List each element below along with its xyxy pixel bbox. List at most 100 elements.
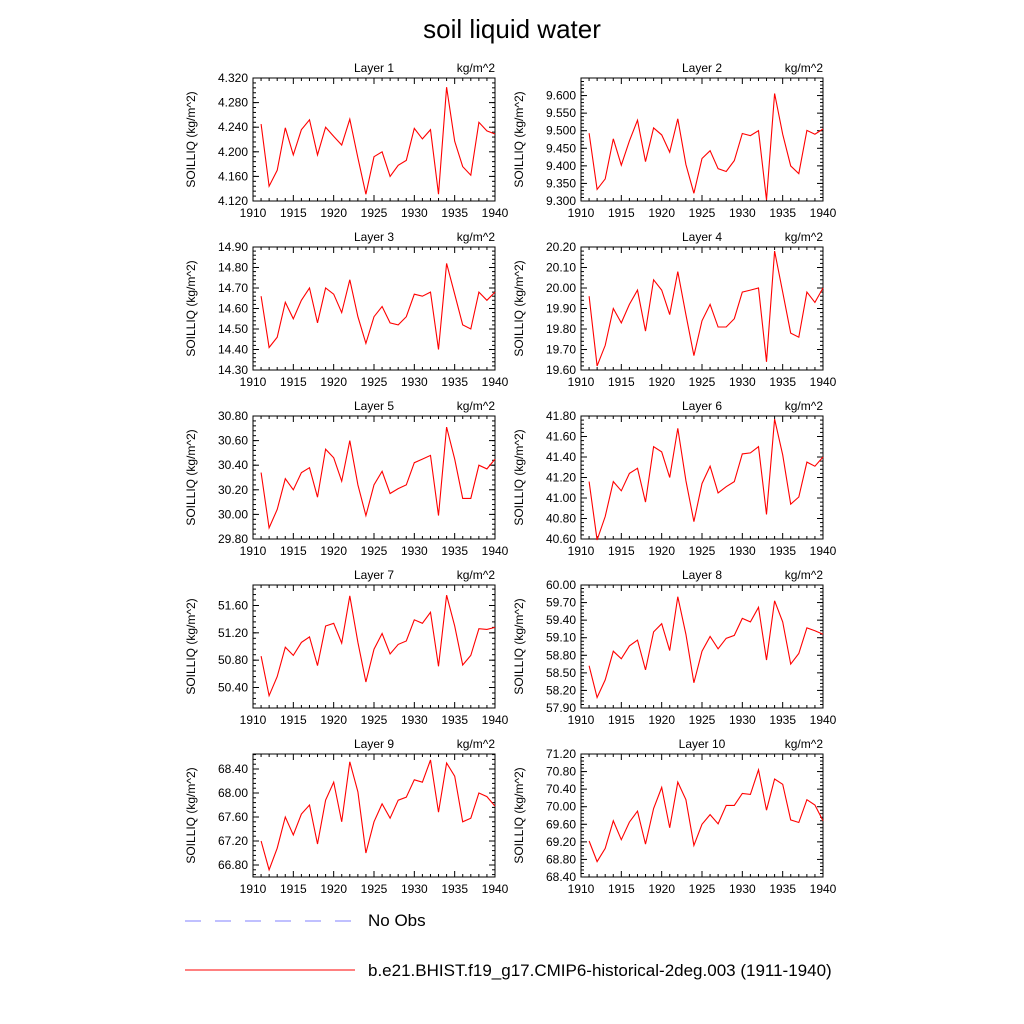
y-tick-label: 14.70 xyxy=(218,281,248,295)
x-tick-label: 1930 xyxy=(729,544,756,558)
x-tick-label: 1940 xyxy=(810,206,837,220)
panel-layer-2: 1910 1915 1920 1925 1930 1935 1940 9.300 9.350 9.… xyxy=(512,61,837,220)
y-tick-label: 69.60 xyxy=(546,817,576,831)
x-tick-label: 1940 xyxy=(482,882,509,896)
panel-title: Layer 1 xyxy=(354,61,394,75)
y-tick-label: 30.80 xyxy=(218,409,248,423)
y-tick-label: 9.450 xyxy=(546,141,576,155)
y-tick-label: 14.50 xyxy=(218,322,248,336)
y-tick-label: 20.10 xyxy=(546,261,576,275)
y-tick-label: 14.90 xyxy=(218,240,248,254)
series-line xyxy=(588,596,824,700)
x-tick-label: 1915 xyxy=(608,544,635,558)
x-tick-label: 1915 xyxy=(280,713,307,727)
y-axis-label: SOILLIQ (kg/m^2) xyxy=(512,598,526,694)
y-tick-label: 41.40 xyxy=(546,450,576,464)
y-tick-label: 19.80 xyxy=(546,322,576,336)
y-tick-label: 30.20 xyxy=(218,483,248,497)
y-tick-label: 69.20 xyxy=(546,835,576,849)
panel-units: kg/m^2 xyxy=(457,61,496,75)
panel-title: Layer 3 xyxy=(354,230,394,244)
series-line xyxy=(260,426,496,530)
x-tick-label: 1920 xyxy=(320,375,347,389)
plot-frame xyxy=(580,77,824,202)
panel-title: Layer 6 xyxy=(682,399,722,413)
panel-units: kg/m^2 xyxy=(457,399,496,413)
x-tick-label: 1940 xyxy=(482,206,509,220)
y-tick-label: 9.550 xyxy=(546,106,576,120)
x-tick-label: 1925 xyxy=(361,375,388,389)
x-tick-label: 1920 xyxy=(648,206,675,220)
x-tick-label: 1930 xyxy=(729,206,756,220)
x-tick-label: 1910 xyxy=(568,544,595,558)
y-tick-label: 4.320 xyxy=(218,71,248,85)
y-axis-label: SOILLIQ (kg/m^2) xyxy=(512,91,526,187)
x-tick-label: 1915 xyxy=(608,375,635,389)
x-tick-label: 1930 xyxy=(401,375,428,389)
x-tick-label: 1925 xyxy=(689,544,716,558)
panel-units: kg/m^2 xyxy=(785,399,824,413)
x-tick-label: 1940 xyxy=(482,544,509,558)
y-tick-label: 29.80 xyxy=(218,532,248,546)
y-tick-label: 50.40 xyxy=(218,681,248,695)
panel-units: kg/m^2 xyxy=(785,230,824,244)
x-tick-label: 1910 xyxy=(568,713,595,727)
x-tick-label: 1920 xyxy=(320,713,347,727)
x-tick-label: 1915 xyxy=(608,713,635,727)
x-tick-label: 1910 xyxy=(568,206,595,220)
y-tick-label: 71.20 xyxy=(546,747,576,761)
series-line xyxy=(260,595,496,698)
legend-label-model: b.e21.BHIST.f19_g17.CMIP6-historical-2de… xyxy=(368,961,832,980)
y-axis-label: SOILLIQ (kg/m^2) xyxy=(184,260,198,356)
y-tick-label: 41.80 xyxy=(546,409,576,423)
y-tick-label: 67.20 xyxy=(218,834,248,848)
x-tick-label: 1940 xyxy=(810,544,837,558)
y-tick-label: 4.160 xyxy=(218,169,248,183)
y-tick-label: 40.80 xyxy=(546,512,576,526)
x-tick-label: 1935 xyxy=(769,544,796,558)
panel-layer-3: 1910 1915 1920 1925 1930 1935 1940 14.30 14.40 14… xyxy=(184,230,509,389)
panel-units: kg/m^2 xyxy=(457,737,496,751)
panel-layer-9: 1910 1915 1920 1925 1930 1935 1940 66.80 67.20 67… xyxy=(184,737,509,896)
y-tick-label: 70.80 xyxy=(546,765,576,779)
y-tick-label: 40.60 xyxy=(546,532,576,546)
y-tick-label: 59.10 xyxy=(546,631,576,645)
y-tick-label: 58.80 xyxy=(546,648,576,662)
x-tick-label: 1940 xyxy=(810,713,837,727)
x-tick-label: 1925 xyxy=(689,375,716,389)
x-tick-label: 1935 xyxy=(441,206,468,220)
x-tick-label: 1930 xyxy=(729,882,756,896)
y-tick-label: 9.600 xyxy=(546,89,576,103)
x-tick-label: 1920 xyxy=(320,206,347,220)
panel-title: Layer 9 xyxy=(354,737,394,751)
x-tick-label: 1910 xyxy=(568,375,595,389)
y-tick-label: 51.60 xyxy=(218,599,248,613)
y-axis-label: SOILLIQ (kg/m^2) xyxy=(184,429,198,525)
x-tick-label: 1935 xyxy=(769,713,796,727)
y-tick-label: 4.240 xyxy=(218,120,248,134)
x-tick-label: 1930 xyxy=(401,544,428,558)
x-tick-label: 1925 xyxy=(689,882,716,896)
x-tick-label: 1920 xyxy=(320,544,347,558)
y-tick-label: 59.40 xyxy=(546,613,576,627)
y-axis-label: SOILLIQ (kg/m^2) xyxy=(184,91,198,187)
y-tick-label: 41.60 xyxy=(546,430,576,444)
y-tick-label: 58.20 xyxy=(546,683,576,697)
x-tick-label: 1915 xyxy=(608,882,635,896)
x-tick-label: 1910 xyxy=(240,544,267,558)
y-tick-label: 68.80 xyxy=(546,852,576,866)
x-tick-label: 1930 xyxy=(401,713,428,727)
x-tick-label: 1910 xyxy=(240,206,267,220)
x-tick-label: 1920 xyxy=(648,713,675,727)
y-tick-label: 14.80 xyxy=(218,261,248,275)
x-tick-label: 1910 xyxy=(240,375,267,389)
panel-title: Layer 2 xyxy=(682,61,722,75)
x-tick-label: 1925 xyxy=(361,206,388,220)
x-tick-label: 1935 xyxy=(769,375,796,389)
panel-units: kg/m^2 xyxy=(785,61,824,75)
y-tick-label: 30.60 xyxy=(218,434,248,448)
panel-title: Layer 4 xyxy=(682,230,722,244)
x-tick-label: 1910 xyxy=(568,882,595,896)
y-tick-label: 19.90 xyxy=(546,302,576,316)
y-tick-label: 41.20 xyxy=(546,471,576,485)
